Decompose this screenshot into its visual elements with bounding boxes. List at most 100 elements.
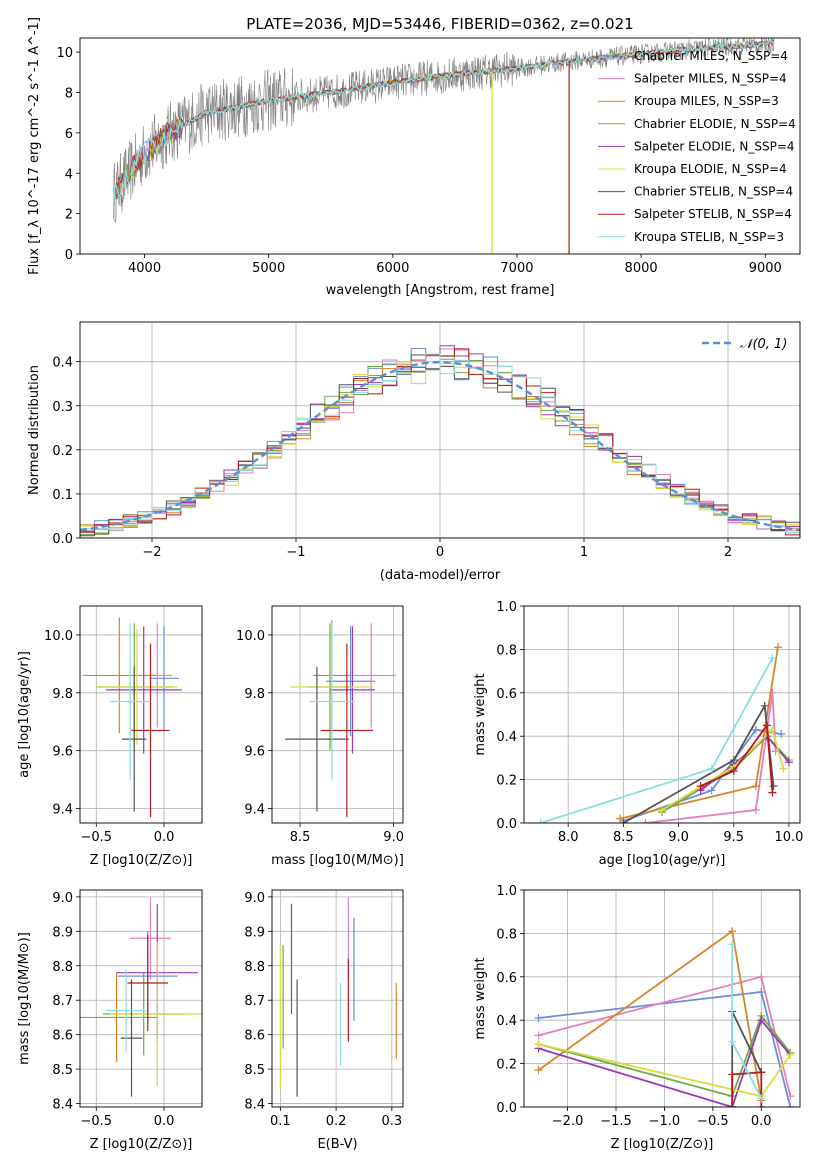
- mass-weight-vs-age-marker: [751, 805, 760, 814]
- mass-weight-vs-age-marker: [641, 819, 650, 823]
- histogram-gaussian-curve: [80, 360, 800, 532]
- mass-weight-vs-z-ytick-label: 0.6: [496, 971, 517, 986]
- histogram-ylabel: Normed distribution: [27, 365, 42, 495]
- age-vs-mass-ytick-label: 9.4: [244, 803, 265, 818]
- mass-weight-vs-age-marker: [696, 782, 705, 791]
- mass-weight-vs-age-xtick-label: 9.0: [668, 830, 689, 845]
- mass-vs-z-xtick-label: 0.0: [154, 1114, 175, 1129]
- spectrum-legend-label: Chabrier MILES, N_SSP=4: [634, 49, 788, 63]
- mass-weight-vs-age-marker: [658, 805, 666, 814]
- histogram-ytick-label: 0.3: [52, 400, 73, 415]
- age-vs-mass-ytick-label: 9.8: [244, 687, 265, 702]
- age-vs-z-xlabel: Z [log10(Z/Z⊙)]: [90, 853, 193, 868]
- mass-weight-vs-age-ytick-label: 0.0: [496, 817, 517, 832]
- mass-vs-z-xtick-label: −0.5: [80, 1114, 112, 1129]
- mass-weight-vs-age-marker: [768, 654, 777, 663]
- mass-weight-vs-age-ytick-label: 0.2: [496, 774, 517, 789]
- mass-weight-vs-age-ytick-label: 0.4: [496, 730, 517, 745]
- mass-weight-vs-z-marker: [728, 940, 737, 949]
- mass-weight-vs-age-ylabel: mass weight: [473, 673, 488, 755]
- mass-weight-vs-z-marker: [728, 927, 737, 936]
- mass-weight-vs-age-xtick-label: 9.5: [723, 830, 744, 845]
- histogram-xtick-label: 0: [436, 545, 444, 560]
- mass-vs-z-ytick-label: 8.9: [52, 925, 73, 940]
- histogram-xtick-label: 1: [580, 545, 588, 560]
- spectrum-ylabel: Flux [f_λ 10^-17 erg cm^-2 s^-1 A^-1]: [27, 17, 42, 275]
- spectrum-legend-label: Chabrier STELIB, N_SSP=4: [634, 185, 793, 199]
- histogram-xtick-label: −2: [142, 545, 161, 560]
- mass-weight-vs-z-marker: [728, 1103, 737, 1107]
- mass-weight-vs-z-series-line: [538, 1014, 792, 1098]
- mass-vs-z-ytick-label: 8.7: [52, 994, 73, 1009]
- spectrum-ytick-label: 4: [65, 167, 73, 182]
- mass-weight-vs-age-marker: [784, 758, 793, 767]
- mass-weight-vs-age-marker: [729, 766, 738, 775]
- mass-weight-vs-z-marker: [534, 1066, 543, 1075]
- mass-weight-vs-z-marker: [534, 1040, 543, 1049]
- mass-weight-vs-age-xtick-label: 10.0: [774, 830, 803, 845]
- age-vs-mass-xtick-label: 9.0: [383, 830, 404, 845]
- mass-vs-z-ylabel: mass [log10(M/M⊙)]: [17, 932, 32, 1065]
- histogram-ytick-label: 0.2: [52, 444, 73, 459]
- mass-vs-ebv-xtick-label: 0.1: [270, 1114, 291, 1129]
- spectrum-xtick-label: 4000: [128, 261, 161, 276]
- mass-weight-vs-age-marker: [751, 782, 760, 791]
- mass-weight-vs-z-series-line: [537, 929, 763, 1101]
- mass-weight-vs-age-frame: [523, 605, 801, 824]
- spectrum-ytick-label: 2: [65, 208, 73, 223]
- mass-vs-z-ytick-label: 9.0: [52, 891, 73, 906]
- spectrum-ytick-label: 8: [65, 87, 73, 102]
- mass-vs-ebv-ytick-label: 8.6: [244, 1029, 265, 1044]
- age-vs-z-xtick-label: 0.0: [154, 830, 175, 845]
- mass-vs-z-xlabel: Z [log10(Z/Z⊙)]: [90, 1137, 193, 1152]
- age-vs-z-ylabel: age [log10(age/yr)]: [17, 651, 32, 778]
- histogram-ytick-label: 0.0: [52, 532, 73, 547]
- age-vs-mass-frame: [271, 605, 404, 824]
- mass-weight-vs-age-series-line: [645, 692, 777, 823]
- mass-weight-vs-age-ytick-label: 1.0: [496, 600, 517, 615]
- mass-weight-vs-age-marker: [619, 819, 628, 823]
- figure-title: PLATE=2036, MJD=53446, FIBERID=0362, z=0…: [246, 15, 633, 33]
- mass-vs-ebv-xlabel: E(B-V): [317, 1137, 357, 1152]
- mass-weight-vs-z-ytick-label: 0.0: [496, 1101, 517, 1116]
- mass-weight-vs-age-series-line: [622, 702, 775, 823]
- age-vs-mass-ytick-label: 10.0: [236, 629, 265, 644]
- mass-weight-vs-z-xtick-label: −2.0: [552, 1114, 584, 1129]
- spectrum-xtick-label: 8000: [625, 261, 658, 276]
- mass-vs-z-ytick-label: 8.8: [52, 960, 73, 975]
- mass-vs-z-frame: [79, 889, 203, 1108]
- spectrum-ytick-label: 10: [56, 46, 73, 61]
- mass-vs-z-ytick-label: 8.6: [52, 1029, 73, 1044]
- age-vs-z-ytick-label: 10.0: [44, 629, 73, 644]
- mass-weight-vs-age-marker: [707, 786, 716, 795]
- mass-vs-z-ytick-label: 8.4: [52, 1098, 73, 1113]
- mass-weight-vs-z-marker: [534, 1031, 543, 1040]
- mass-weight-vs-z-marker: [757, 1068, 766, 1077]
- mass-weight-vs-z-ytick-label: 0.2: [496, 1058, 517, 1073]
- spectrum-legend-label: Kroupa ELODIE, N_SSP=4: [634, 162, 787, 176]
- mass-vs-ebv-ytick-label: 9.0: [244, 891, 265, 906]
- spectrum-frame: [79, 37, 801, 255]
- mass-vs-ebv-xtick-label: 0.2: [326, 1114, 347, 1129]
- mass-vs-ebv-ytick-label: 8.8: [244, 960, 265, 975]
- mass-weight-vs-age-marker: [751, 725, 760, 734]
- age-vs-z-ytick-label: 9.6: [52, 745, 73, 760]
- age-vs-mass-ytick-label: 9.6: [244, 745, 265, 760]
- mass-weight-vs-z-frame: [523, 889, 801, 1108]
- mass-weight-vs-z-marker: [757, 1016, 766, 1025]
- mass-weight-vs-z-ytick-label: 0.4: [496, 1014, 517, 1029]
- mass-weight-vs-age-marker: [762, 721, 771, 730]
- mass-weight-vs-z-xtick-label: 0.0: [751, 1114, 772, 1129]
- age-vs-mass-xlabel: mass [log10(M/M⊙)]: [271, 853, 404, 868]
- mass-weight-vs-age-marker: [616, 814, 625, 823]
- mass-weight-vs-age-marker: [760, 701, 769, 710]
- mass-weight-vs-z-xtick-label: −0.5: [697, 1114, 729, 1129]
- age-vs-z-ytick-label: 9.4: [52, 803, 73, 818]
- spectrum-model-line: [113, 39, 775, 206]
- histogram-step: [80, 345, 800, 532]
- spectrum-legend-label: Chabrier ELODIE, N_SSP=4: [634, 117, 796, 131]
- mass-weight-vs-age-series-line: [700, 722, 774, 793]
- mass-weight-vs-z-marker: [757, 972, 766, 981]
- mass-weight-vs-age-marker: [769, 782, 778, 791]
- mass-weight-vs-age-ytick-label: 0.6: [496, 687, 517, 702]
